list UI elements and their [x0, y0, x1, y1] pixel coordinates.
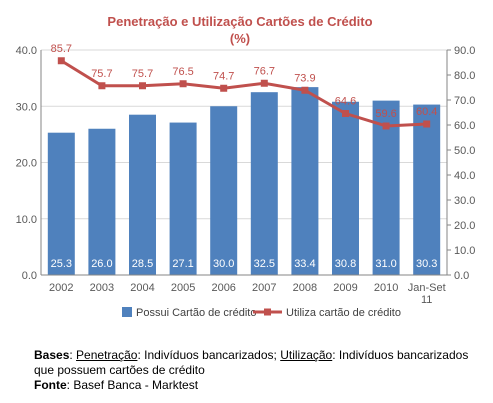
bar-value-label: 30.3	[416, 258, 437, 270]
bar	[332, 101, 359, 275]
bases-sep: :	[69, 348, 77, 362]
x-tick-label: 2004	[130, 282, 154, 294]
y-right-tick-label: 20.0	[454, 220, 475, 232]
line-value-label: 60.4	[416, 106, 437, 118]
utilizacao-text: : Indivíduos bancarizados que possuem ca…	[34, 348, 469, 377]
y-left-tick-label: 40.0	[16, 45, 37, 57]
bar-value-label: 33.4	[294, 258, 315, 270]
bar	[372, 100, 400, 275]
line-path	[60, 59, 427, 128]
x-tick-label: 2008	[293, 282, 317, 294]
x-tick-label: 2010	[374, 282, 398, 294]
y-right-tick-label: 10.0	[454, 245, 475, 257]
bar	[129, 114, 156, 275]
line-value-label: 74.7	[213, 70, 234, 82]
line-point	[260, 79, 268, 87]
y-right-tick-label: 50.0	[454, 145, 475, 157]
line-point	[57, 57, 65, 65]
x-tick-label: 2003	[90, 282, 114, 294]
axes: 0.0 10.0 20.0 30.0 40.0 0.0 10.0 20.0 30.0 40.0 50…	[16, 45, 476, 306]
line-point	[423, 120, 431, 128]
line-point	[301, 86, 309, 94]
y-right-tick-label: 80.0	[454, 70, 475, 82]
utilizacao-label: Utilização	[280, 348, 333, 362]
y-right-tick-label: 0.0	[454, 270, 469, 282]
y-left-tick-label: 10.0	[16, 214, 37, 226]
bar-value-label: 31.0	[375, 258, 396, 270]
bar	[413, 104, 441, 275]
line-series: 85.7 75.7 75.7 76.5 74.7 76.7 73.9 64.6 59.6 60.4	[51, 43, 437, 130]
fonte-label: Fonte	[34, 378, 67, 392]
fonte-text: : Basef Banca - Marktest	[66, 378, 199, 392]
x-tick-label: 2006	[211, 282, 235, 294]
bases-note: Bases: Penetração: Indivíduos bancarizad…	[34, 348, 474, 378]
line-point	[139, 82, 146, 90]
bar-series: 25.3 26.0 28.5 27.1 30.0 32.5 33.4 30.8 31.0 30.3	[47, 87, 441, 275]
line-value-label: 75.7	[132, 68, 153, 80]
bar-value-label: 25.3	[51, 258, 72, 270]
x-tick-label: 2007	[252, 282, 276, 294]
bar-value-label: 30.0	[213, 258, 234, 270]
line-point	[98, 82, 106, 90]
line-value-label: 75.7	[91, 68, 112, 80]
y-right-tick-label: 30.0	[454, 195, 475, 207]
y-left-tick-label: 30.0	[16, 101, 37, 113]
line-value-label: 76.5	[172, 66, 193, 78]
y-right-tick-label: 60.0	[454, 120, 475, 132]
x-tick-label: 2009	[333, 282, 357, 294]
penetracao-text: : Indivíduos bancarizados;	[137, 348, 281, 362]
bar	[291, 87, 319, 275]
chart-subtitle: (%)	[230, 31, 250, 46]
line-point	[342, 110, 349, 117]
line-value-label: 59.6	[375, 108, 396, 120]
fonte-note: Fonte: Basef Banca - Marktest	[34, 378, 474, 393]
line-value-label: 64.6	[335, 96, 356, 108]
legend-line-label: Utiliza cartão de crédito	[286, 307, 401, 319]
x-tick-label: Jan-Set 11	[408, 282, 446, 306]
legend: Possui Cartão de crédito Utiliza cartão d…	[122, 307, 401, 319]
combo-chart: Penetração e Utilização Cartões de Crédi…	[16, 14, 476, 319]
bar	[210, 106, 238, 275]
x-tick-label: 2002	[49, 282, 73, 294]
penetracao-label: Penetração	[76, 348, 138, 362]
bar-value-label: 26.0	[91, 258, 112, 270]
bar-value-label: 32.5	[254, 258, 275, 270]
bar	[250, 92, 278, 275]
y-left-tick-label: 20.0	[16, 158, 37, 170]
legend-bar-label: Possui Cartão de crédito	[136, 307, 256, 319]
line-value-label: 85.7	[51, 43, 72, 55]
line-value-label: 73.9	[294, 72, 315, 84]
bar-value-label: 30.8	[335, 258, 356, 270]
y-right-tick-label: 40.0	[454, 170, 475, 182]
legend-bar-swatch	[122, 307, 132, 317]
bar-value-label: 28.5	[132, 258, 153, 270]
x-tick-label: 2005	[171, 282, 195, 294]
y-right-tick-label: 70.0	[454, 95, 475, 107]
y-right-tick-label: 90.0	[454, 45, 475, 57]
y-left-tick-label: 0.0	[22, 270, 37, 282]
bar	[47, 132, 75, 275]
bases-label: Bases	[34, 348, 70, 362]
bar	[88, 128, 116, 275]
legend-line-marker	[264, 308, 271, 316]
bar-value-label: 27.1	[172, 258, 193, 270]
line-value-label: 76.7	[254, 65, 275, 77]
chart-notes: Bases: Penetração: Indivíduos bancarizad…	[34, 348, 474, 393]
line-point	[179, 80, 187, 88]
line-point	[220, 84, 228, 92]
line-point	[382, 122, 390, 130]
chart-title: Penetração e Utilização Cartões de Crédi…	[107, 14, 372, 29]
bar	[169, 122, 197, 275]
